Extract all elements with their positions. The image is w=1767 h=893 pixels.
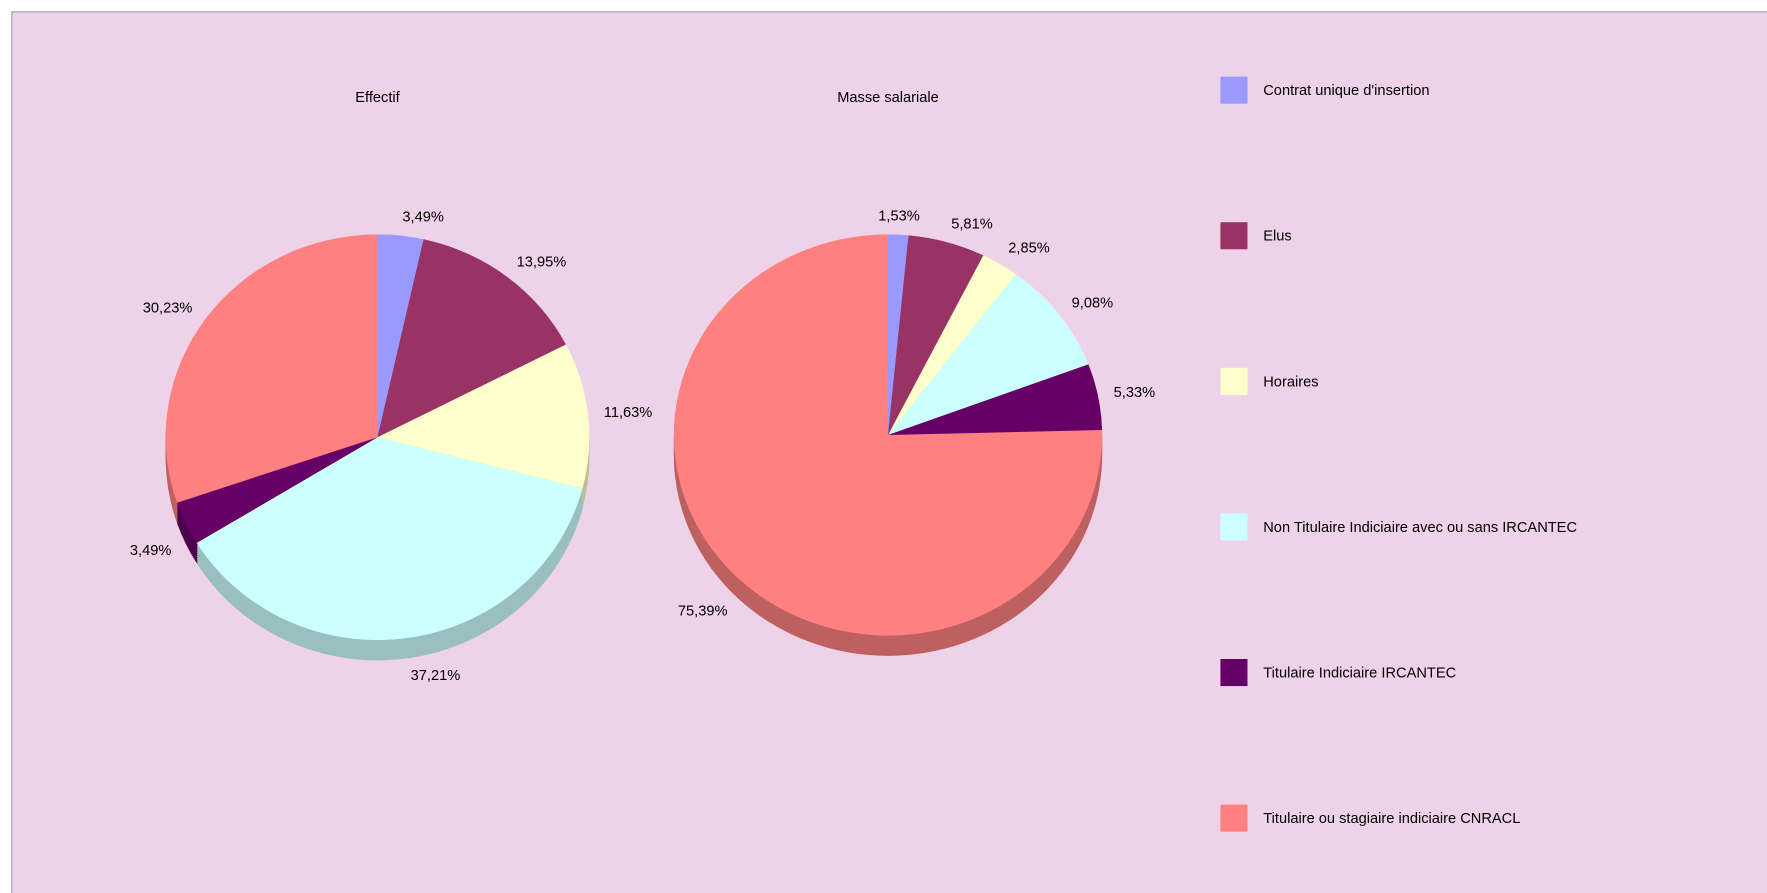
data-label: 2,85% [1008, 241, 1049, 257]
pie-slice [887, 255, 1016, 435]
data-label: 37,21% [411, 668, 461, 684]
legend-label: Contrat unique d'insertion [1263, 83, 1429, 99]
pie-slice [377, 344, 590, 489]
pie-slice [887, 364, 1103, 435]
data-label: 13,95% [517, 254, 567, 270]
data-label: 5,33% [1114, 385, 1155, 401]
pie-slice [887, 274, 1089, 435]
chart-title: Masse salariale [837, 90, 939, 106]
pie-slice [673, 234, 1103, 636]
data-label: 75,39% [678, 604, 728, 620]
legend-swatch [1220, 804, 1248, 832]
pie-slice [165, 234, 378, 503]
data-label: 5,81% [951, 217, 992, 233]
data-label: 11,63% [604, 405, 653, 421]
pie-slice [887, 235, 984, 435]
pie-slice [176, 437, 378, 543]
legend-swatch [1220, 659, 1248, 687]
data-label: 3,49% [402, 210, 443, 226]
chart-title: Effectif [355, 90, 400, 106]
legend-swatch [1220, 76, 1248, 104]
pie-slice [377, 239, 566, 438]
legend-label: Elus [1263, 229, 1291, 245]
legend-label: Non Titulaire Indiciaire avec ou sans IR… [1263, 520, 1577, 536]
data-label: 1,53% [878, 208, 919, 224]
legend-swatch [1220, 222, 1248, 250]
data-label: 3,49% [130, 543, 171, 559]
pie-slice [887, 234, 909, 435]
data-label: 9,08% [1072, 295, 1113, 311]
legend-swatch [1220, 367, 1248, 395]
pie-slice [196, 437, 583, 641]
legend-label: Titulaire Indiciaire IRCANTEC [1263, 666, 1456, 682]
legend-label: Horaires [1263, 374, 1318, 390]
pie-slice [377, 234, 424, 438]
legend-label: Titulaire ou stagiaire indiciaire CNRACL [1263, 811, 1520, 827]
data-label: 30,23% [143, 301, 193, 317]
legend-swatch [1220, 513, 1248, 541]
